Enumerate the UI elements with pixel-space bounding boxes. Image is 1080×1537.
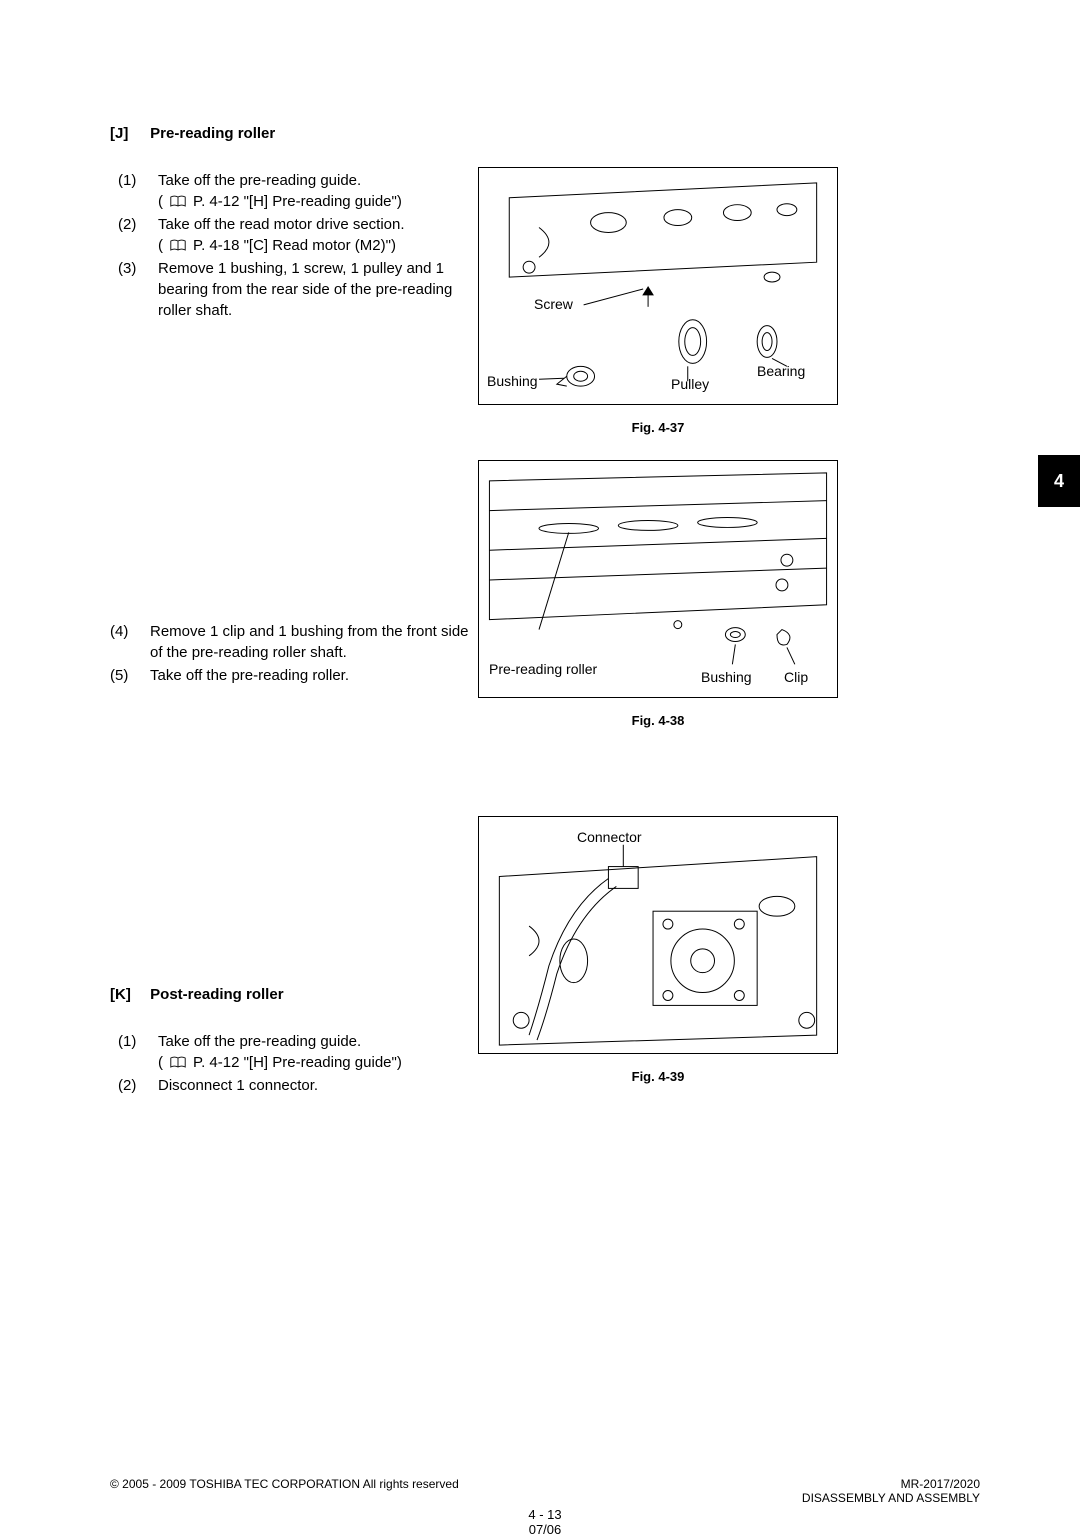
figure-4-38: Pre-reading roller Bushing Clip (478, 460, 838, 698)
ref-line: ( P. 4-18 "[C] Read motor (M2)") (158, 235, 478, 256)
book-icon (169, 1056, 187, 1069)
step-text: Remove 1 clip and 1 bushing from the fro… (150, 621, 470, 663)
step-num: (5) (110, 665, 150, 686)
label-pulley: Pulley (671, 376, 709, 392)
book-icon (169, 195, 187, 208)
step-num: (2) (118, 214, 158, 256)
step-num: (4) (110, 621, 150, 663)
ref-line: ( P. 4-12 "[H] Pre-reading guide") (158, 191, 478, 212)
footer-model: MR-2017/2020 (802, 1477, 980, 1491)
footer-page: 4 - 13 (110, 1507, 980, 1522)
step-num: (1) (118, 1031, 158, 1073)
footer-center: 4 - 13 07/06 (110, 1507, 980, 1537)
fig-4-39-caption: Fig. 4-39 (478, 1069, 838, 1084)
footer-section: DISASSEMBLY AND ASSEMBLY (802, 1491, 980, 1505)
figure-4-37: Screw Bearing Bushing Pulley (478, 167, 838, 405)
book-icon (169, 239, 187, 252)
tech-drawing (479, 817, 837, 1053)
footer-copyright: © 2005 - 2009 TOSHIBA TEC CORPORATION Al… (110, 1477, 459, 1491)
step-text: Take off the pre-reading guide. ( P. 4-1… (158, 1031, 478, 1073)
fig-4-38-caption: Fig. 4-38 (478, 713, 838, 728)
label-bearing: Bearing (757, 363, 805, 379)
label-clip: Clip (784, 669, 808, 685)
section-j-id: [J] (110, 125, 146, 142)
label-bushing2: Bushing (701, 669, 752, 685)
chapter-tab: 4 (1038, 455, 1080, 507)
label-connector: Connector (577, 829, 642, 845)
section-k-title: Post-reading roller (150, 986, 283, 1003)
section-j-heading: [J] Pre-reading roller (110, 125, 980, 142)
fig-4-37-caption: Fig. 4-37 (478, 420, 838, 435)
step-num: (2) (118, 1075, 158, 1096)
step-text: Take off the pre-reading guide. ( P. 4-1… (158, 170, 478, 212)
section-j-title: Pre-reading roller (150, 125, 275, 142)
step-text: Take off the pre-reading roller. (150, 665, 470, 686)
step-text: Remove 1 bushing, 1 screw, 1 pulley and … (158, 258, 478, 321)
label-screw: Screw (534, 296, 573, 312)
step-text: Take off the read motor drive section. (… (158, 214, 478, 256)
label-prereading: Pre-reading roller (489, 661, 597, 677)
label-bushing: Bushing (487, 373, 538, 389)
section-k-id: [K] (110, 986, 146, 1003)
step-num: (3) (118, 258, 158, 321)
ref-line: ( P. 4-12 "[H] Pre-reading guide") (158, 1052, 478, 1073)
figure-4-39: Connector (478, 816, 838, 1054)
step-text: Disconnect 1 connector. (158, 1075, 478, 1096)
footer-date: 07/06 (110, 1522, 980, 1537)
footer-right: MR-2017/2020 DISASSEMBLY AND ASSEMBLY (802, 1477, 980, 1505)
step-num: (1) (118, 170, 158, 212)
